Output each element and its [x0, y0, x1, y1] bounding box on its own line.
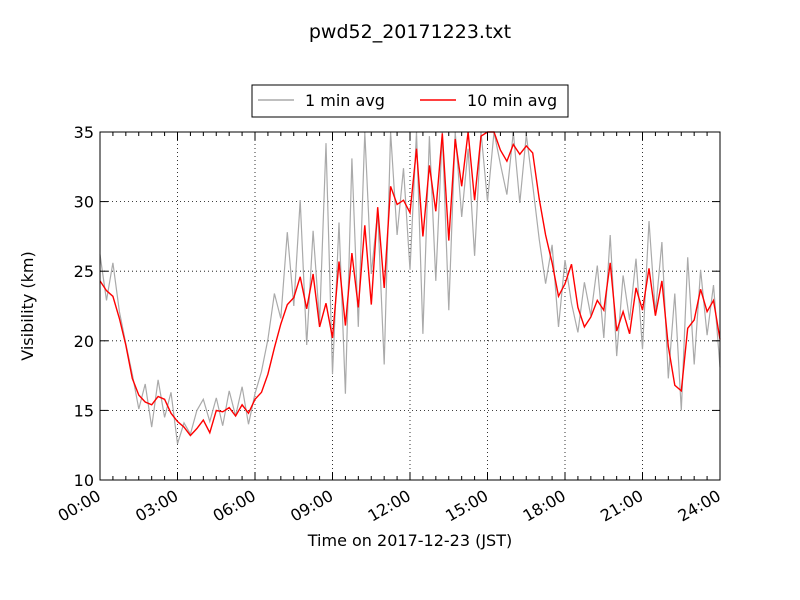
x-tick-label: 09:00 — [287, 486, 336, 526]
y-tick-label: 15 — [74, 401, 94, 420]
y-axis-label: Visibility (km) — [18, 251, 37, 360]
x-tick-label: 24:00 — [675, 486, 724, 526]
x-axis-label: Time on 2017-12-23 (JST) — [307, 531, 512, 550]
chart-title: pwd52_20171223.txt — [309, 21, 511, 43]
y-tick-label: 10 — [74, 471, 94, 490]
legend: 1 min avg 10 min avg — [251, 84, 569, 118]
x-tick-labels: 00:00 03:00 06:00 09:00 12:00 15:00 18:00 21:00… — [55, 486, 724, 526]
y-tick-label: 30 — [74, 193, 94, 212]
y-tick-labels: 10 15 20 25 30 35 — [74, 123, 94, 490]
x-tick-label: 00:00 — [55, 486, 104, 526]
x-tick-label: 15:00 — [442, 486, 491, 526]
series-line-10min — [99, 131, 721, 437]
x-tick-label: 12:00 — [365, 486, 414, 526]
x-tick-label: 21:00 — [597, 486, 646, 526]
y-tick-label: 35 — [74, 123, 94, 142]
legend-label-1min: 1 min avg — [305, 91, 385, 110]
legend-box — [251, 84, 569, 118]
legend-label-10min: 10 min avg — [467, 91, 557, 110]
x-tick-label: 18:00 — [520, 486, 569, 526]
x-tick-label: 06:00 — [210, 486, 259, 526]
x-tick-label: 03:00 — [132, 486, 181, 526]
series-lines — [99, 131, 721, 444]
axis-ticks — [99, 131, 721, 481]
y-tick-label: 25 — [74, 262, 94, 281]
y-tick-label: 20 — [74, 332, 94, 351]
series-line-1min — [99, 131, 721, 444]
